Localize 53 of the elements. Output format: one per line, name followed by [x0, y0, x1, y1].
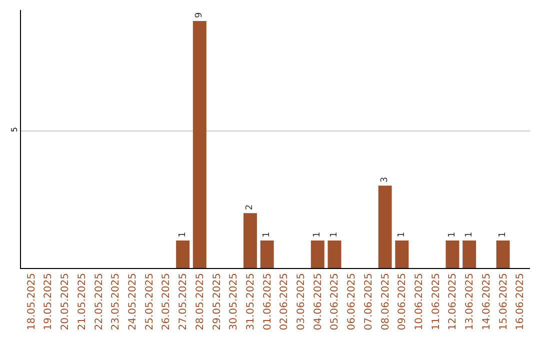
x-tick-label: 25.05.2025: [144, 273, 156, 330]
bar: [496, 240, 510, 268]
x-tick-label: 09.06.2025: [397, 273, 408, 330]
x-tick-label: 02.06.2025: [279, 273, 290, 330]
bar: [378, 186, 392, 268]
x-tick-label: 12.06.2025: [448, 273, 459, 330]
x-tick-label: 26.05.2025: [161, 273, 172, 330]
x-tick-label: 19.05.2025: [43, 273, 54, 330]
x-tick-label: 15.06.2025: [498, 273, 510, 330]
x-tick-label: 11.06.2025: [430, 273, 442, 330]
x-tick-label: 05.06.2025: [330, 273, 341, 330]
x-tick-label: 07.06.2025: [363, 273, 374, 330]
data-label: 1: [262, 232, 272, 238]
x-tick-label: 10.06.2025: [414, 273, 426, 330]
bar: [328, 240, 342, 268]
bar: [192, 20, 206, 268]
data-label: 1: [498, 232, 508, 238]
bar: [446, 240, 460, 268]
bar: [310, 240, 324, 268]
data-label: 1: [464, 232, 474, 238]
x-tick-label: 01.06.2025: [262, 273, 274, 330]
bar: [395, 240, 409, 268]
data-label: 1: [312, 232, 323, 238]
x-tick-label: 21.05.2025: [76, 273, 88, 330]
x-tick-label: 04.06.2025: [312, 273, 324, 330]
x-tick-label: 31.05.2025: [245, 273, 256, 330]
data-label: 2: [245, 204, 256, 210]
x-tick-label: 30.05.2025: [228, 273, 240, 330]
x-tick-label: 23.05.2025: [110, 273, 122, 330]
data-label: 1: [447, 232, 458, 238]
data-label: 3: [380, 176, 390, 183]
bar: [260, 240, 274, 268]
x-tick-label: 28.05.2025: [194, 273, 206, 330]
x-tick-label: 06.06.2025: [346, 273, 358, 330]
x-tick-label: 16.06.2025: [515, 273, 526, 330]
x-tick-label: 29.05.2025: [212, 273, 223, 330]
data-label: 1: [396, 232, 407, 238]
x-tick-label: 03.06.2025: [296, 273, 308, 330]
x-tick-label: 27.05.2025: [178, 273, 190, 330]
bar: [176, 240, 190, 268]
data-label: 1: [329, 232, 340, 238]
x-tick-label: 18.05.2025: [26, 273, 38, 330]
y-tick-label: 5: [10, 127, 19, 132]
bar: [243, 213, 257, 268]
data-label: 9: [194, 12, 205, 18]
data-label: 1: [178, 232, 188, 238]
x-tick-label: 14.06.2025: [481, 273, 492, 330]
bar: [462, 240, 476, 268]
x-tick-label: 08.06.2025: [380, 273, 392, 330]
x-tick-label: 24.05.2025: [127, 273, 138, 330]
x-tick-label: 13.06.2025: [464, 273, 476, 330]
x-tick-label: 20.05.2025: [60, 273, 72, 330]
x-tick-label: 22.05.2025: [94, 273, 105, 330]
